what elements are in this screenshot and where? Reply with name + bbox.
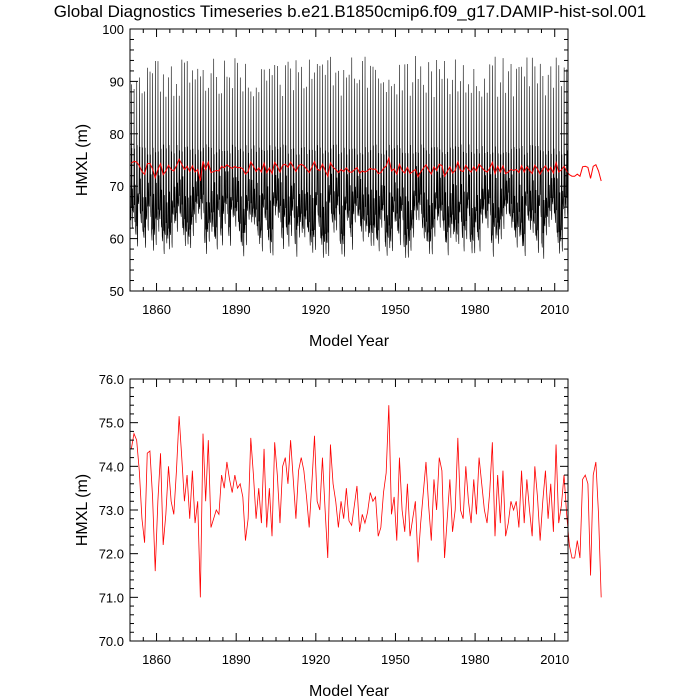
monthly-series-line <box>129 55 569 259</box>
x-tick-label: 2010 <box>540 652 569 667</box>
annual-mean-line <box>131 155 602 182</box>
y-tick-label: 80 <box>110 127 124 142</box>
x-tick-label: 1950 <box>381 652 410 667</box>
y-tick-label: 100 <box>102 22 124 37</box>
top-x-axis-label: Model Year <box>309 333 390 350</box>
annual-mean-line <box>130 405 602 598</box>
y-tick-label: 72.0 <box>99 547 124 562</box>
top-chart: 1860 1890 1920 1950 1980 2010 50 60 70 80 90 100 Mo… <box>74 22 602 350</box>
bottom-plot-frame <box>129 378 569 642</box>
bottom-y-axis-label: HMXL (m) <box>74 474 91 546</box>
y-tick-label: 73.0 <box>99 503 124 518</box>
y-tick-label: 70 <box>110 179 124 194</box>
bottom-series-annual <box>130 405 602 598</box>
y-tick-label: 90 <box>110 74 124 89</box>
bottom-chart: 1860 1890 1920 1950 1980 2010 70.0 71.0 72.0 73.0… <box>74 372 602 700</box>
bottom-axis-ticks <box>129 378 569 642</box>
x-tick-label: 1980 <box>461 302 490 317</box>
x-tick-label: 1860 <box>142 302 171 317</box>
x-tick-label: 1980 <box>461 652 490 667</box>
x-tick-label: 2010 <box>540 302 569 317</box>
y-tick-label: 60 <box>110 232 124 247</box>
bottom-tick-labels: 1860 1890 1920 1950 1980 2010 70.0 71.0 72.0 73.0… <box>99 372 570 667</box>
y-tick-label: 76.0 <box>99 372 124 387</box>
x-tick-label: 1950 <box>381 302 410 317</box>
y-tick-label: 75.0 <box>99 416 124 431</box>
page-title: Global Diagnostics Timeseries b.e21.B185… <box>53 2 647 21</box>
x-tick-label: 1890 <box>222 652 251 667</box>
top-tick-labels: 1860 1890 1920 1950 1980 2010 50 60 70 80 90 100 <box>102 22 569 317</box>
y-tick-label: 70.0 <box>99 634 124 649</box>
x-tick-label: 1890 <box>222 302 251 317</box>
top-plot-frame <box>129 28 569 292</box>
y-tick-label: 71.0 <box>99 590 124 605</box>
bottom-x-axis-label: Model Year <box>309 683 390 700</box>
x-tick-label: 1860 <box>142 652 171 667</box>
y-tick-label: 50 <box>110 284 124 299</box>
top-y-axis-label: HMXL (m) <box>74 124 91 196</box>
y-tick-label: 74.0 <box>99 459 124 474</box>
top-series-monthly <box>129 55 569 259</box>
top-series-annual <box>131 155 602 182</box>
x-tick-label: 1920 <box>301 652 330 667</box>
top-axis-ticks <box>129 28 569 292</box>
x-tick-label: 1920 <box>301 302 330 317</box>
